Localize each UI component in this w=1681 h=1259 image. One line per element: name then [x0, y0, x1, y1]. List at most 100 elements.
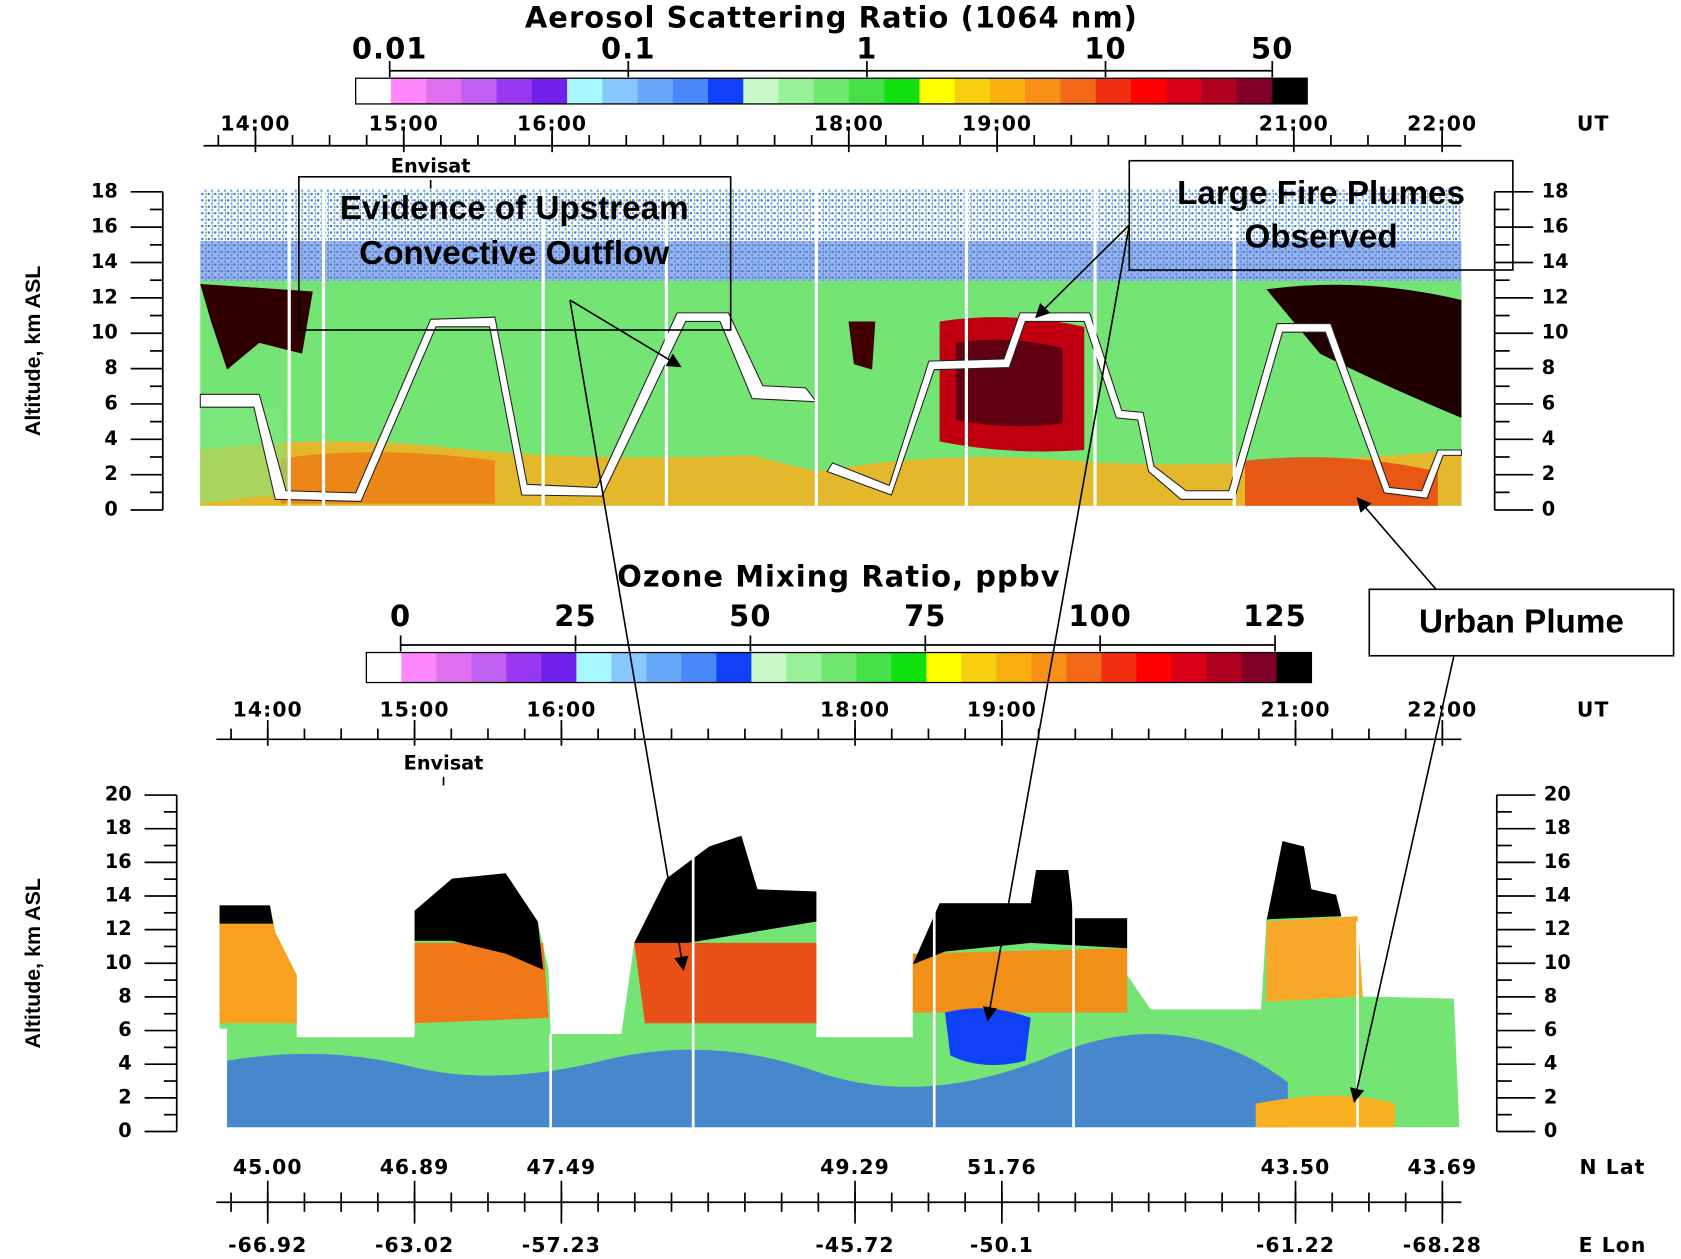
- time-tick-label: 14:00: [220, 111, 290, 135]
- time-tick-label: 16:00: [517, 111, 587, 135]
- y-tick-label-right: 8: [1542, 356, 1555, 379]
- y-tick-label-right: 18: [1542, 179, 1569, 202]
- y-tick-label: 0: [104, 498, 117, 521]
- colorbar-cell: [532, 78, 568, 104]
- colorbar-cell: [926, 653, 962, 683]
- colorbar-cell: [814, 78, 850, 104]
- y-tick-label-right: 8: [1544, 984, 1557, 1007]
- colorbar-tick-label: 25: [554, 599, 596, 633]
- y-tick-label: 2: [104, 462, 117, 485]
- colorbar-cell: [602, 78, 638, 104]
- y-tick-label-right: 0: [1544, 1119, 1557, 1142]
- colorbar-tick-label: 50: [1251, 31, 1293, 65]
- colorbar-cell: [611, 653, 647, 683]
- lon-label: -45.72: [815, 1233, 894, 1257]
- y-tick-label-right: 20: [1544, 783, 1571, 806]
- colorbar-tick-label: 75: [904, 599, 946, 633]
- colorbar-cell: [1136, 653, 1172, 683]
- colorbar-cell: [716, 653, 752, 683]
- y-axis-title: Altitude, km ASL: [21, 266, 45, 436]
- lon-label: -63.02: [375, 1233, 454, 1257]
- y-tick-label-right: 2: [1542, 462, 1555, 485]
- lon-label: -50.1: [970, 1233, 1034, 1257]
- y-tick-label-right: 10: [1544, 951, 1571, 974]
- y-tick-label-right: 4: [1542, 427, 1555, 450]
- time-tick-label: 18:00: [814, 111, 884, 135]
- y-tick-label: 14: [105, 883, 132, 906]
- time-tick-label: 22:00: [1407, 111, 1477, 135]
- annotation-text: Large Fire Plumes: [1177, 175, 1465, 212]
- colorbar-cell: [961, 653, 997, 683]
- colorbar-cell: [461, 78, 497, 104]
- time-tick-label: 21:00: [1260, 697, 1330, 721]
- lat-label: 46.89: [380, 1155, 450, 1179]
- y-tick-label-right: 14: [1544, 883, 1571, 906]
- colorbar-cell: [436, 653, 472, 683]
- colorbar-cell: [1066, 653, 1102, 683]
- colorbar-cell: [567, 78, 603, 104]
- time-tick-label: 18:00: [820, 697, 890, 721]
- y-tick-label: 18: [105, 816, 132, 839]
- colorbar-tick-label: 50: [729, 599, 771, 633]
- colorbar-cell: [821, 653, 857, 683]
- y-tick-label: 10: [105, 951, 132, 974]
- overpass-label: Envisat: [391, 155, 471, 178]
- colorbar-cell: [366, 653, 402, 683]
- y-tick-label-right: 14: [1542, 250, 1569, 273]
- y-tick-label: 8: [104, 356, 117, 379]
- colorbar-cell: [1206, 653, 1242, 683]
- y-tick-label: 4: [118, 1052, 131, 1075]
- colorbar-cell: [849, 78, 885, 104]
- time-unit: UT: [1577, 111, 1610, 135]
- colorbar-cell: [884, 78, 920, 104]
- colorbar-cell: [996, 653, 1032, 683]
- y-tick-label: 14: [91, 250, 118, 273]
- lat-unit: N Lat: [1580, 1155, 1646, 1179]
- colorbar-cell: [541, 653, 577, 683]
- y-tick-label-right: 12: [1544, 917, 1571, 940]
- colorbar-cell: [708, 78, 744, 104]
- time-tick-label: 14:00: [233, 697, 303, 721]
- colorbar-cell: [786, 653, 822, 683]
- colorbar-cell: [1101, 653, 1137, 683]
- colorbar-cell: [891, 653, 927, 683]
- y-tick-label-right: 16: [1544, 850, 1571, 873]
- colorbar-cell: [1060, 78, 1096, 104]
- colorbar-cell: [751, 653, 787, 683]
- colorbar-cell: [743, 78, 779, 104]
- y-tick-label: 4: [104, 427, 117, 450]
- time-tick-label: 21:00: [1259, 111, 1329, 135]
- lat-label: 43.69: [1407, 1155, 1477, 1179]
- colorbar-cell: [506, 653, 542, 683]
- colorbar-cell: [426, 78, 462, 104]
- lat-label: 47.49: [527, 1155, 597, 1179]
- ozone-curtain: [220, 836, 1460, 1127]
- lat-label: 49.29: [820, 1155, 890, 1179]
- lon-label: -68.28: [1403, 1233, 1482, 1257]
- y-tick-label-right: 4: [1544, 1052, 1557, 1075]
- colorbar-cell: [1171, 653, 1207, 683]
- lat-label: 51.76: [967, 1155, 1037, 1179]
- overpass-label: Envisat: [404, 751, 484, 774]
- lat-label: 43.50: [1261, 1155, 1331, 1179]
- colorbar-cell: [497, 78, 533, 104]
- y-tick-label: 12: [91, 285, 118, 308]
- colorbar-cell: [919, 78, 955, 104]
- colorbar-cell: [1201, 78, 1237, 104]
- annotation-text: Urban Plume: [1419, 603, 1624, 640]
- lon-label: -57.23: [522, 1233, 601, 1257]
- y-tick-label: 18: [91, 179, 118, 202]
- colorbar-cell: [638, 78, 674, 104]
- colorbar-cell: [1237, 78, 1273, 104]
- y-tick-label-right: 16: [1542, 215, 1569, 238]
- y-tick-label: 10: [91, 321, 118, 344]
- colorbar-title: Aerosol Scattering Ratio (1064 nm): [525, 0, 1138, 34]
- colorbar-cell: [673, 78, 709, 104]
- colorbar-cell: [1025, 78, 1061, 104]
- y-tick-label: 6: [104, 391, 117, 414]
- page: Aerosol Scattering Ratio (1064 nm)0.010.…: [0, 0, 1681, 1259]
- colorbar-cell: [646, 653, 682, 683]
- colorbar-cell: [401, 653, 437, 683]
- colorbar-cell: [1241, 653, 1277, 683]
- colorbar-tick-label: 1: [856, 31, 877, 65]
